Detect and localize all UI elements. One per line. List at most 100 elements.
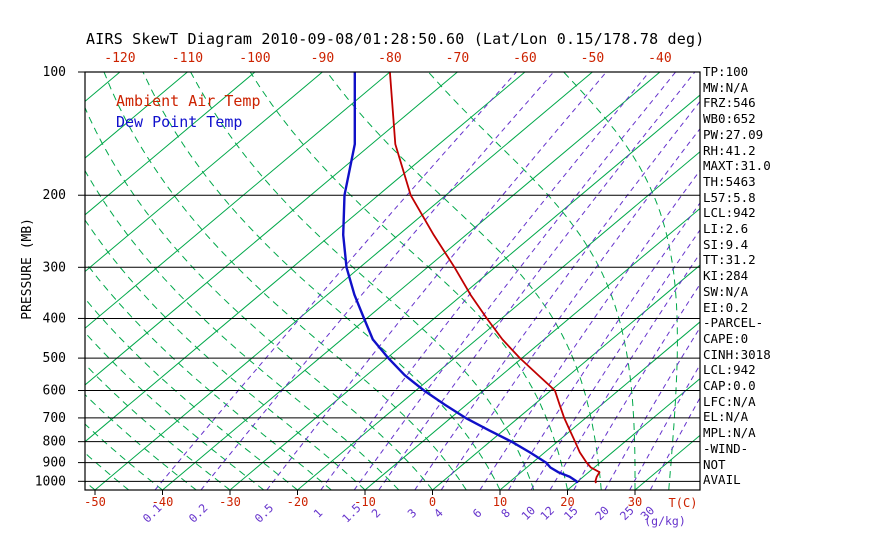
moist-adiabat-line (563, 72, 678, 490)
mixing-ratio-tick-label: 1 (311, 506, 326, 521)
stat-line: CAP:0.0 (703, 378, 756, 394)
legend-dew-point-temp: Dew Point Temp (116, 113, 243, 131)
pressure-tick-label: 400 (43, 311, 66, 326)
moist-adiabat-line (249, 72, 568, 490)
top-temp-tick-label: -80 (378, 51, 401, 66)
mixing-ratio-line (414, 100, 700, 490)
top-temp-tick-label: -70 (446, 51, 469, 66)
stat-line: NOT (703, 456, 726, 472)
top-temp-tick-label: -40 (648, 51, 671, 66)
bottom-temp-tick-label: 0 (429, 495, 436, 509)
stat-line: CAPE:0 (703, 330, 749, 346)
stat-line: MAXT:31.0 (703, 158, 771, 174)
mixing-ratio-line (440, 127, 700, 490)
bottom-temp-tick-label: 20 (560, 495, 574, 509)
isotherm-line (364, 207, 700, 490)
isotherm-line (229, 94, 700, 490)
stat-line: LI:2.6 (703, 221, 749, 237)
isotherm-line (85, 72, 458, 386)
moist-adiabat-line (85, 297, 298, 490)
mixing-ratio-tick-label: 12 (537, 503, 557, 523)
moist-adiabat-line (85, 260, 332, 490)
mixing-ratio-line (507, 202, 700, 490)
stat-line: CINH:3018 (703, 346, 771, 362)
moist-adiabat-line (326, 72, 602, 490)
isotherm-line (85, 72, 323, 273)
isotherm-line (85, 72, 526, 443)
top-temp-tick-label: -110 (172, 51, 203, 66)
isotherm-line (297, 151, 700, 490)
bottom-temp-tick-label: 30 (628, 495, 642, 509)
ambient-air-temp-curve (389, 72, 601, 484)
moist-adiabat-line (142, 72, 501, 490)
stat-line: LFC:N/A (703, 393, 756, 409)
stat-line: TP:100 (703, 64, 749, 79)
stat-line: TH:5463 (703, 173, 756, 189)
isotherm-line (94, 72, 593, 490)
pressure-tick-label: 700 (43, 411, 66, 426)
bottom-temp-tick-label: 10 (493, 495, 507, 509)
moist-adiabat-line (190, 72, 535, 490)
top-temp-tick-label: -60 (513, 51, 536, 66)
moist-adiabat-line (428, 72, 636, 490)
mixing-ratio-tick-label: 2 (369, 506, 384, 521)
pressure-tick-label: 100 (43, 65, 66, 80)
stat-line: FRZ:546 (703, 95, 756, 111)
mixing-ratio-tick-label: 0.2 (186, 501, 211, 526)
mixing-ratio-line (154, 72, 517, 490)
dew-point-temp-curve (342, 72, 579, 484)
stat-line: EL:N/A (703, 409, 749, 425)
stat-line: KI:284 (703, 268, 749, 284)
stat-line: MPL:N/A (703, 425, 756, 441)
mixing-ratio-tick-label: 6 (470, 506, 485, 521)
mixing-unit-label: (g/kg) (644, 514, 686, 528)
stat-line: LCL:942 (703, 362, 756, 378)
stat-line: WB0:652 (703, 111, 756, 127)
isotherm-line (162, 72, 661, 490)
plot-field (85, 72, 870, 490)
moist-adiabat-line (770, 72, 870, 490)
mixing-ratio-line (320, 72, 650, 490)
moist-adiabat-line (103, 72, 467, 490)
pressure-tick-label: 200 (43, 188, 66, 203)
legend-ambient-air-temp: Ambient Air Temp (116, 92, 261, 110)
stat-line: SI:9.4 (703, 236, 749, 252)
mixing-ratio-line (353, 72, 676, 490)
isotherm-line (432, 264, 700, 490)
moist-adiabat-line (85, 480, 96, 490)
stat-line: AVAIL (703, 472, 741, 488)
top-temp-tick-label: -90 (311, 51, 334, 66)
mixing-ratio-line (549, 252, 700, 490)
pressure-axis-label: PRESSURE (MB) (20, 218, 35, 320)
plot-border (84, 71, 701, 491)
moist-adiabat-line (85, 169, 400, 490)
stat-line: -WIND- (703, 440, 749, 456)
moist-adiabat-line (85, 106, 433, 490)
mixing-ratio-line (200, 72, 554, 490)
stat-line: PW:27.09 (703, 126, 764, 142)
chart-title: AIRS SkewT Diagram 2010-09-08/01:28:50.6… (86, 30, 705, 48)
stat-line: LCL:942 (703, 205, 756, 221)
moist-adiabat-line (838, 72, 870, 490)
mixing-ratio-line (266, 72, 607, 490)
mixing-ratio-tick-label: 3 (405, 506, 420, 521)
stat-line: SW:N/A (703, 283, 749, 299)
stats-panel: TP:100 MW:N/A FRZ:546 WB0:652 PW:27.09 RH:41.… (703, 64, 771, 488)
isotherm-line (567, 378, 700, 490)
mixing-ratio-tick-label: 0.5 (252, 501, 277, 526)
mixing-ratio-tick-label: 20 (592, 503, 612, 523)
bottom-temp-tick-label: -10 (354, 495, 376, 509)
stat-line: TT:31.2 (703, 252, 756, 268)
moist-adiabat-line (804, 72, 870, 490)
isotherm-line (85, 72, 391, 329)
mixing-ratio-line (530, 229, 700, 490)
isotherm-line (85, 72, 256, 216)
mixing-ratio-line (479, 169, 700, 490)
top-temp-tick-label: -120 (104, 51, 135, 66)
mixing-ratio-line (378, 72, 696, 490)
pressure-tick-label: 800 (43, 435, 66, 450)
top-temp-tick-label: -100 (239, 51, 270, 66)
pressure-tick-label: 600 (43, 384, 66, 399)
